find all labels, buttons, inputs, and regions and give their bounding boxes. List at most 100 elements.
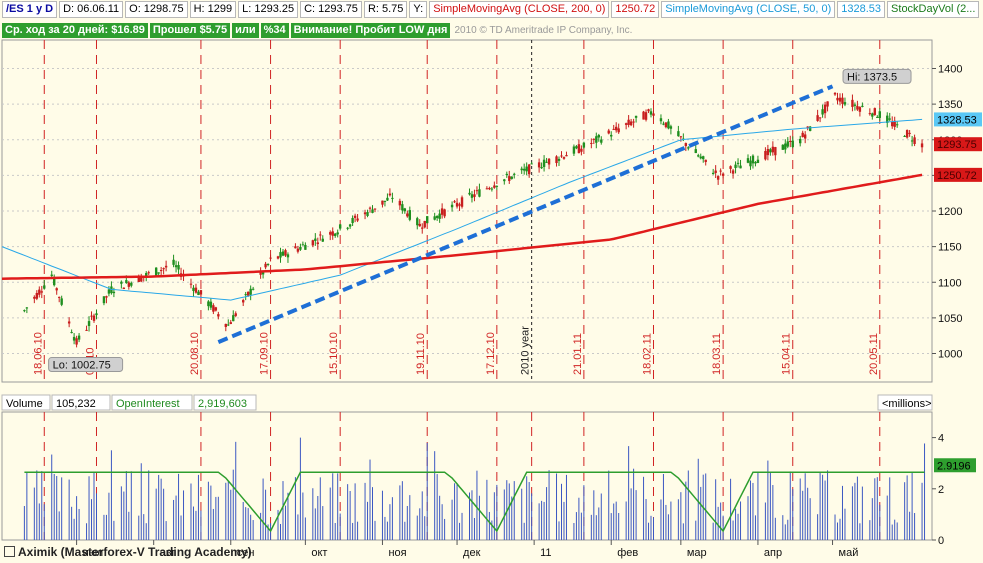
candle-body [329,232,332,235]
candle-body [841,97,844,104]
candle-body [562,157,566,159]
month-label: авг [160,547,176,559]
candle-body [107,289,111,294]
candle-body [426,216,429,224]
units-label: <millions> [882,398,932,410]
candle-body [789,140,792,142]
candle-body [764,151,767,160]
price-tag: 1250.72 [937,170,977,182]
candle-body [269,257,272,259]
candle-body [818,117,822,119]
sma50-label[interactable]: SimpleMovingAvg (CLOSE, 50, 0) [661,1,836,18]
range-field: R: 5.75 [363,1,408,18]
candle-body [711,172,715,175]
candle-body [145,273,148,276]
candle-body [391,197,394,199]
stats-bar: Ср. ход за 20 дней: $16.89 Прошел $5.75 … [2,22,632,39]
candle-body [23,310,26,312]
candle-body [102,296,106,304]
candle-body [612,128,615,130]
sma200-label[interactable]: SimpleMovingAvg (CLOSE, 200, 0) [429,1,610,18]
candle-body [261,271,265,275]
candle-body [669,126,673,129]
candle-body [540,167,543,169]
y-tick-label: 1050 [938,313,962,325]
candle-body [714,170,717,173]
candle-body [851,99,854,107]
candle-body [209,301,213,308]
candle-body [781,144,785,150]
candle-body [704,159,707,163]
candle-body [754,161,757,164]
y-tick-label: 1000 [938,349,962,361]
candle-body [503,179,506,182]
candle-body [662,123,665,125]
candle-body [913,137,916,144]
candle-body [199,290,203,295]
candle-body [801,132,804,138]
candle-body [525,166,528,172]
candle-body [530,163,533,165]
hi-label-box [842,68,912,84]
candle-body [580,148,583,152]
sma200-line [1,173,923,280]
candle-body [154,267,158,276]
date-field: D: 06.06.11 [59,1,124,18]
candle-body [53,277,56,286]
month-label: фев [617,547,638,559]
candle-body [478,189,481,197]
candle-body [508,176,511,181]
candle-body [624,123,628,125]
volume-y-tick-label: 4 [938,433,944,445]
candle-body [421,227,424,229]
candle-body [667,121,670,129]
candle-body [242,300,245,303]
candle-body [87,321,91,327]
candle-body [120,281,123,284]
candle-body [766,149,770,156]
candle-body [443,209,446,217]
month-label: июл [83,547,104,559]
candle-body [823,104,827,114]
candle-body [485,188,489,190]
candle-body [147,272,150,274]
candle-body [784,143,787,150]
candle-body [702,156,705,160]
candle-body [57,296,61,298]
copyright-watermark: 2010 © TD Ameritrade IP Company, Inc. [454,25,633,36]
volume-header-cell [111,394,193,411]
stockdayvol-label[interactable]: StockDayVol (2... [887,1,980,18]
candle-body [734,164,737,169]
candle-body [433,216,436,220]
candle-body [177,265,180,270]
candle-body [398,200,402,206]
trend-line [217,84,834,344]
checkbox-icon[interactable] [4,546,15,557]
volume-panel-frame [1,411,933,541]
date-marker-label: 15.10.10 [328,332,340,375]
candle-body [600,139,603,143]
symbol-field[interactable]: /ES 1 y D [2,1,58,18]
candle-body [677,131,680,137]
candle-body [582,142,586,148]
candle-body [346,227,349,229]
candle-body [771,146,775,153]
price-tag-box [934,112,982,127]
candle-body [105,296,108,298]
candle-body [590,142,593,144]
candle-body [903,135,906,137]
candle-body [251,288,255,290]
open-interest-line [24,471,925,533]
y-tick-label: 1200 [938,206,962,218]
volume-header-text: 2,919,603 [198,398,247,410]
candle-body [642,111,645,120]
candle-body [836,97,839,101]
candle-body [858,107,862,112]
candle-body [908,132,911,134]
candle-body [55,288,58,291]
candle-body [749,160,752,167]
candle-body [607,130,610,134]
candle-body [60,298,63,305]
candle-body [281,251,285,256]
